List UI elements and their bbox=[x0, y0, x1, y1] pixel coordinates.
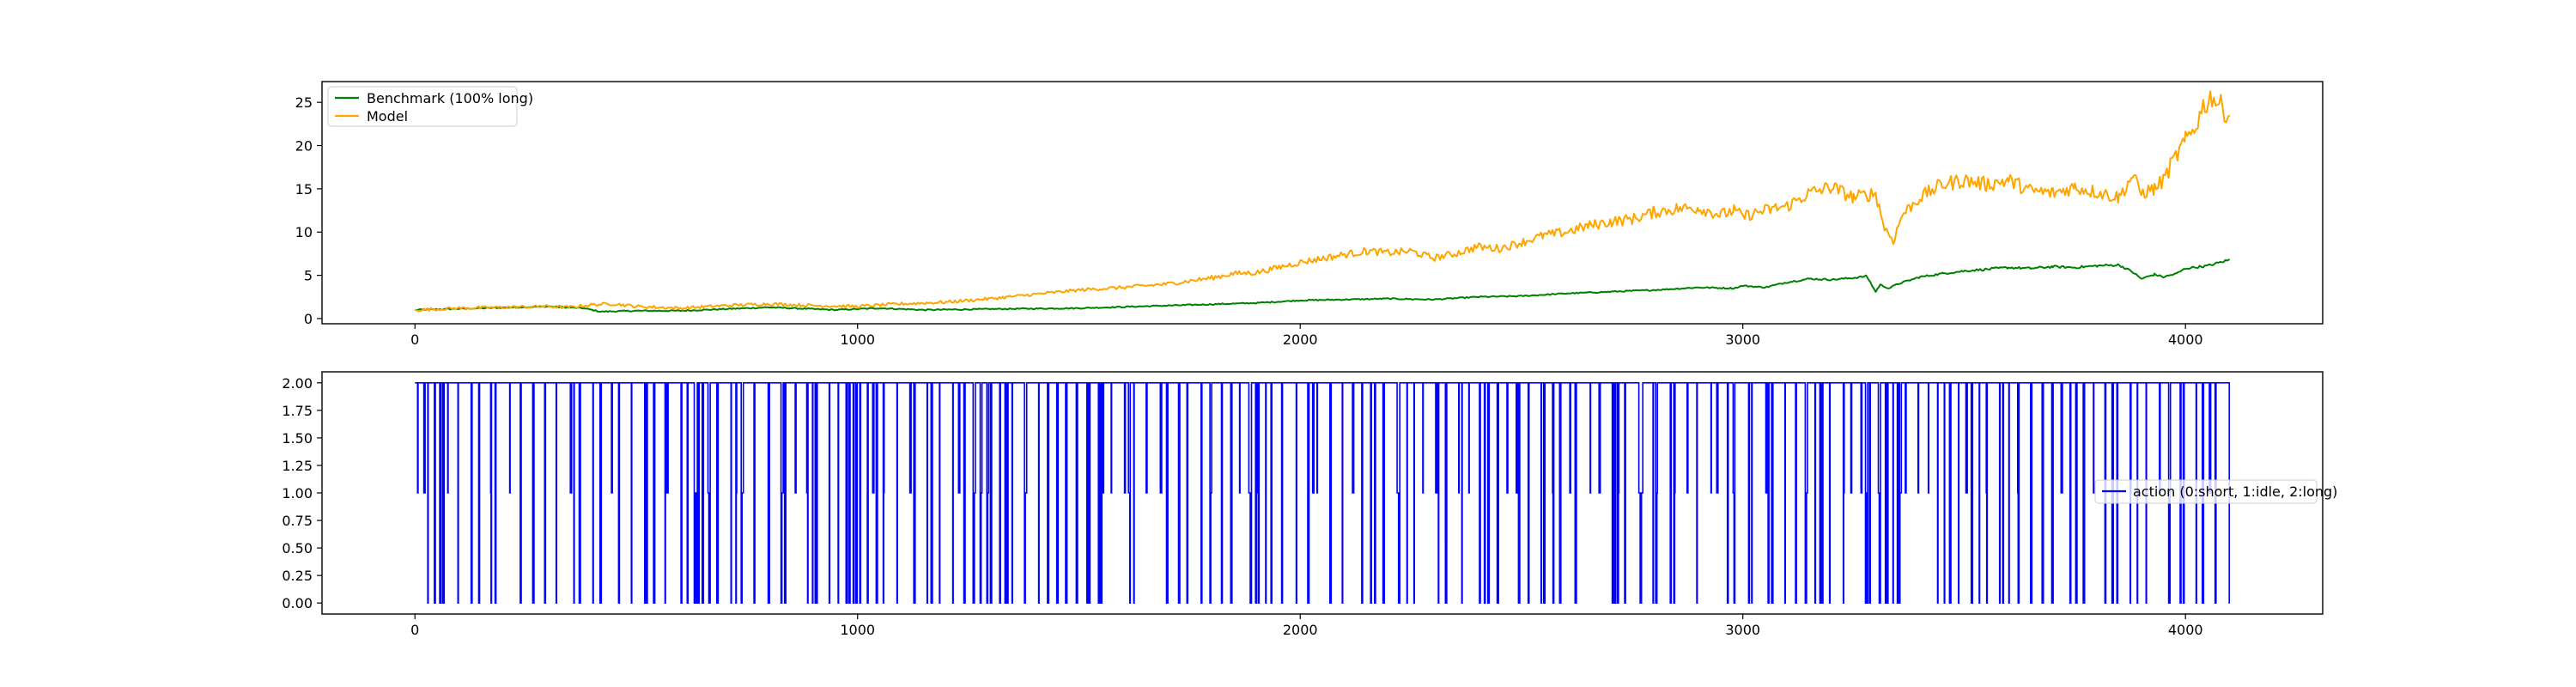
y-tick-label: 25 bbox=[295, 94, 313, 111]
equity-legend-box bbox=[327, 86, 518, 127]
y-tick-label: 1.75 bbox=[282, 403, 313, 419]
action-x-axis: 0 1000 2000 3000 4000 bbox=[410, 614, 2203, 638]
legend-label-action: action (0:short, 1:idle, 2:long) bbox=[2133, 483, 2337, 500]
equity-legend: Benchmark (100% long) Model bbox=[327, 86, 533, 127]
legend-label-benchmark: Benchmark (100% long) bbox=[367, 90, 533, 106]
action-lines bbox=[415, 382, 2230, 604]
y-tick-label: 0.25 bbox=[282, 568, 313, 584]
x-tick-label: 2000 bbox=[1283, 331, 1318, 348]
action-y-axis: 0.00 0.25 0.50 0.75 1.00 1.25 1.50 1.75 2.00 bbox=[282, 375, 322, 611]
action-legend: action (0:short, 1:idle, 2:long) bbox=[2094, 479, 2337, 504]
action-plot: 0 1000 2000 3000 4000 0.00 0.25 0.50 0.75 1.00 1.… bbox=[282, 371, 2337, 638]
y-tick-label: 2.00 bbox=[282, 375, 313, 392]
x-tick-label: 1000 bbox=[840, 331, 875, 348]
x-tick-label: 4000 bbox=[2168, 622, 2203, 638]
benchmark-line bbox=[415, 258, 2230, 313]
equity-lines bbox=[414, 90, 2231, 313]
action-legend-box bbox=[2094, 479, 2318, 504]
x-tick-label: 0 bbox=[410, 622, 419, 638]
x-tick-label: 4000 bbox=[2168, 331, 2203, 348]
model-line bbox=[414, 90, 2231, 313]
x-tick-label: 3000 bbox=[1725, 622, 1760, 638]
y-tick-label: 1.00 bbox=[282, 485, 313, 502]
y-tick-label: 1.25 bbox=[282, 458, 313, 474]
y-tick-label: 0 bbox=[304, 311, 313, 327]
x-tick-label: 1000 bbox=[840, 622, 875, 638]
equity-curve-plot: 0 1000 2000 3000 4000 0 5 10 15 20 25 Benchmark (… bbox=[295, 81, 2324, 348]
x-tick-label: 3000 bbox=[1725, 331, 1760, 348]
y-tick-label: 1.50 bbox=[282, 430, 313, 447]
y-tick-label: 0.75 bbox=[282, 513, 313, 529]
equity-plot-frame bbox=[321, 81, 2324, 325]
y-tick-label: 0.00 bbox=[282, 595, 313, 611]
equity-x-axis: 0 1000 2000 3000 4000 bbox=[410, 324, 2203, 348]
y-tick-label: 15 bbox=[295, 181, 313, 198]
legend-label-model: Model bbox=[367, 108, 408, 125]
y-tick-label: 20 bbox=[295, 138, 313, 155]
y-tick-label: 5 bbox=[304, 268, 313, 284]
y-tick-label: 10 bbox=[295, 224, 313, 240]
equity-y-axis: 0 5 10 15 20 25 bbox=[295, 94, 322, 327]
action-line bbox=[415, 382, 2230, 604]
x-tick-label: 2000 bbox=[1283, 622, 1318, 638]
x-tick-label: 0 bbox=[410, 331, 419, 348]
y-tick-label: 0.50 bbox=[282, 540, 313, 556]
